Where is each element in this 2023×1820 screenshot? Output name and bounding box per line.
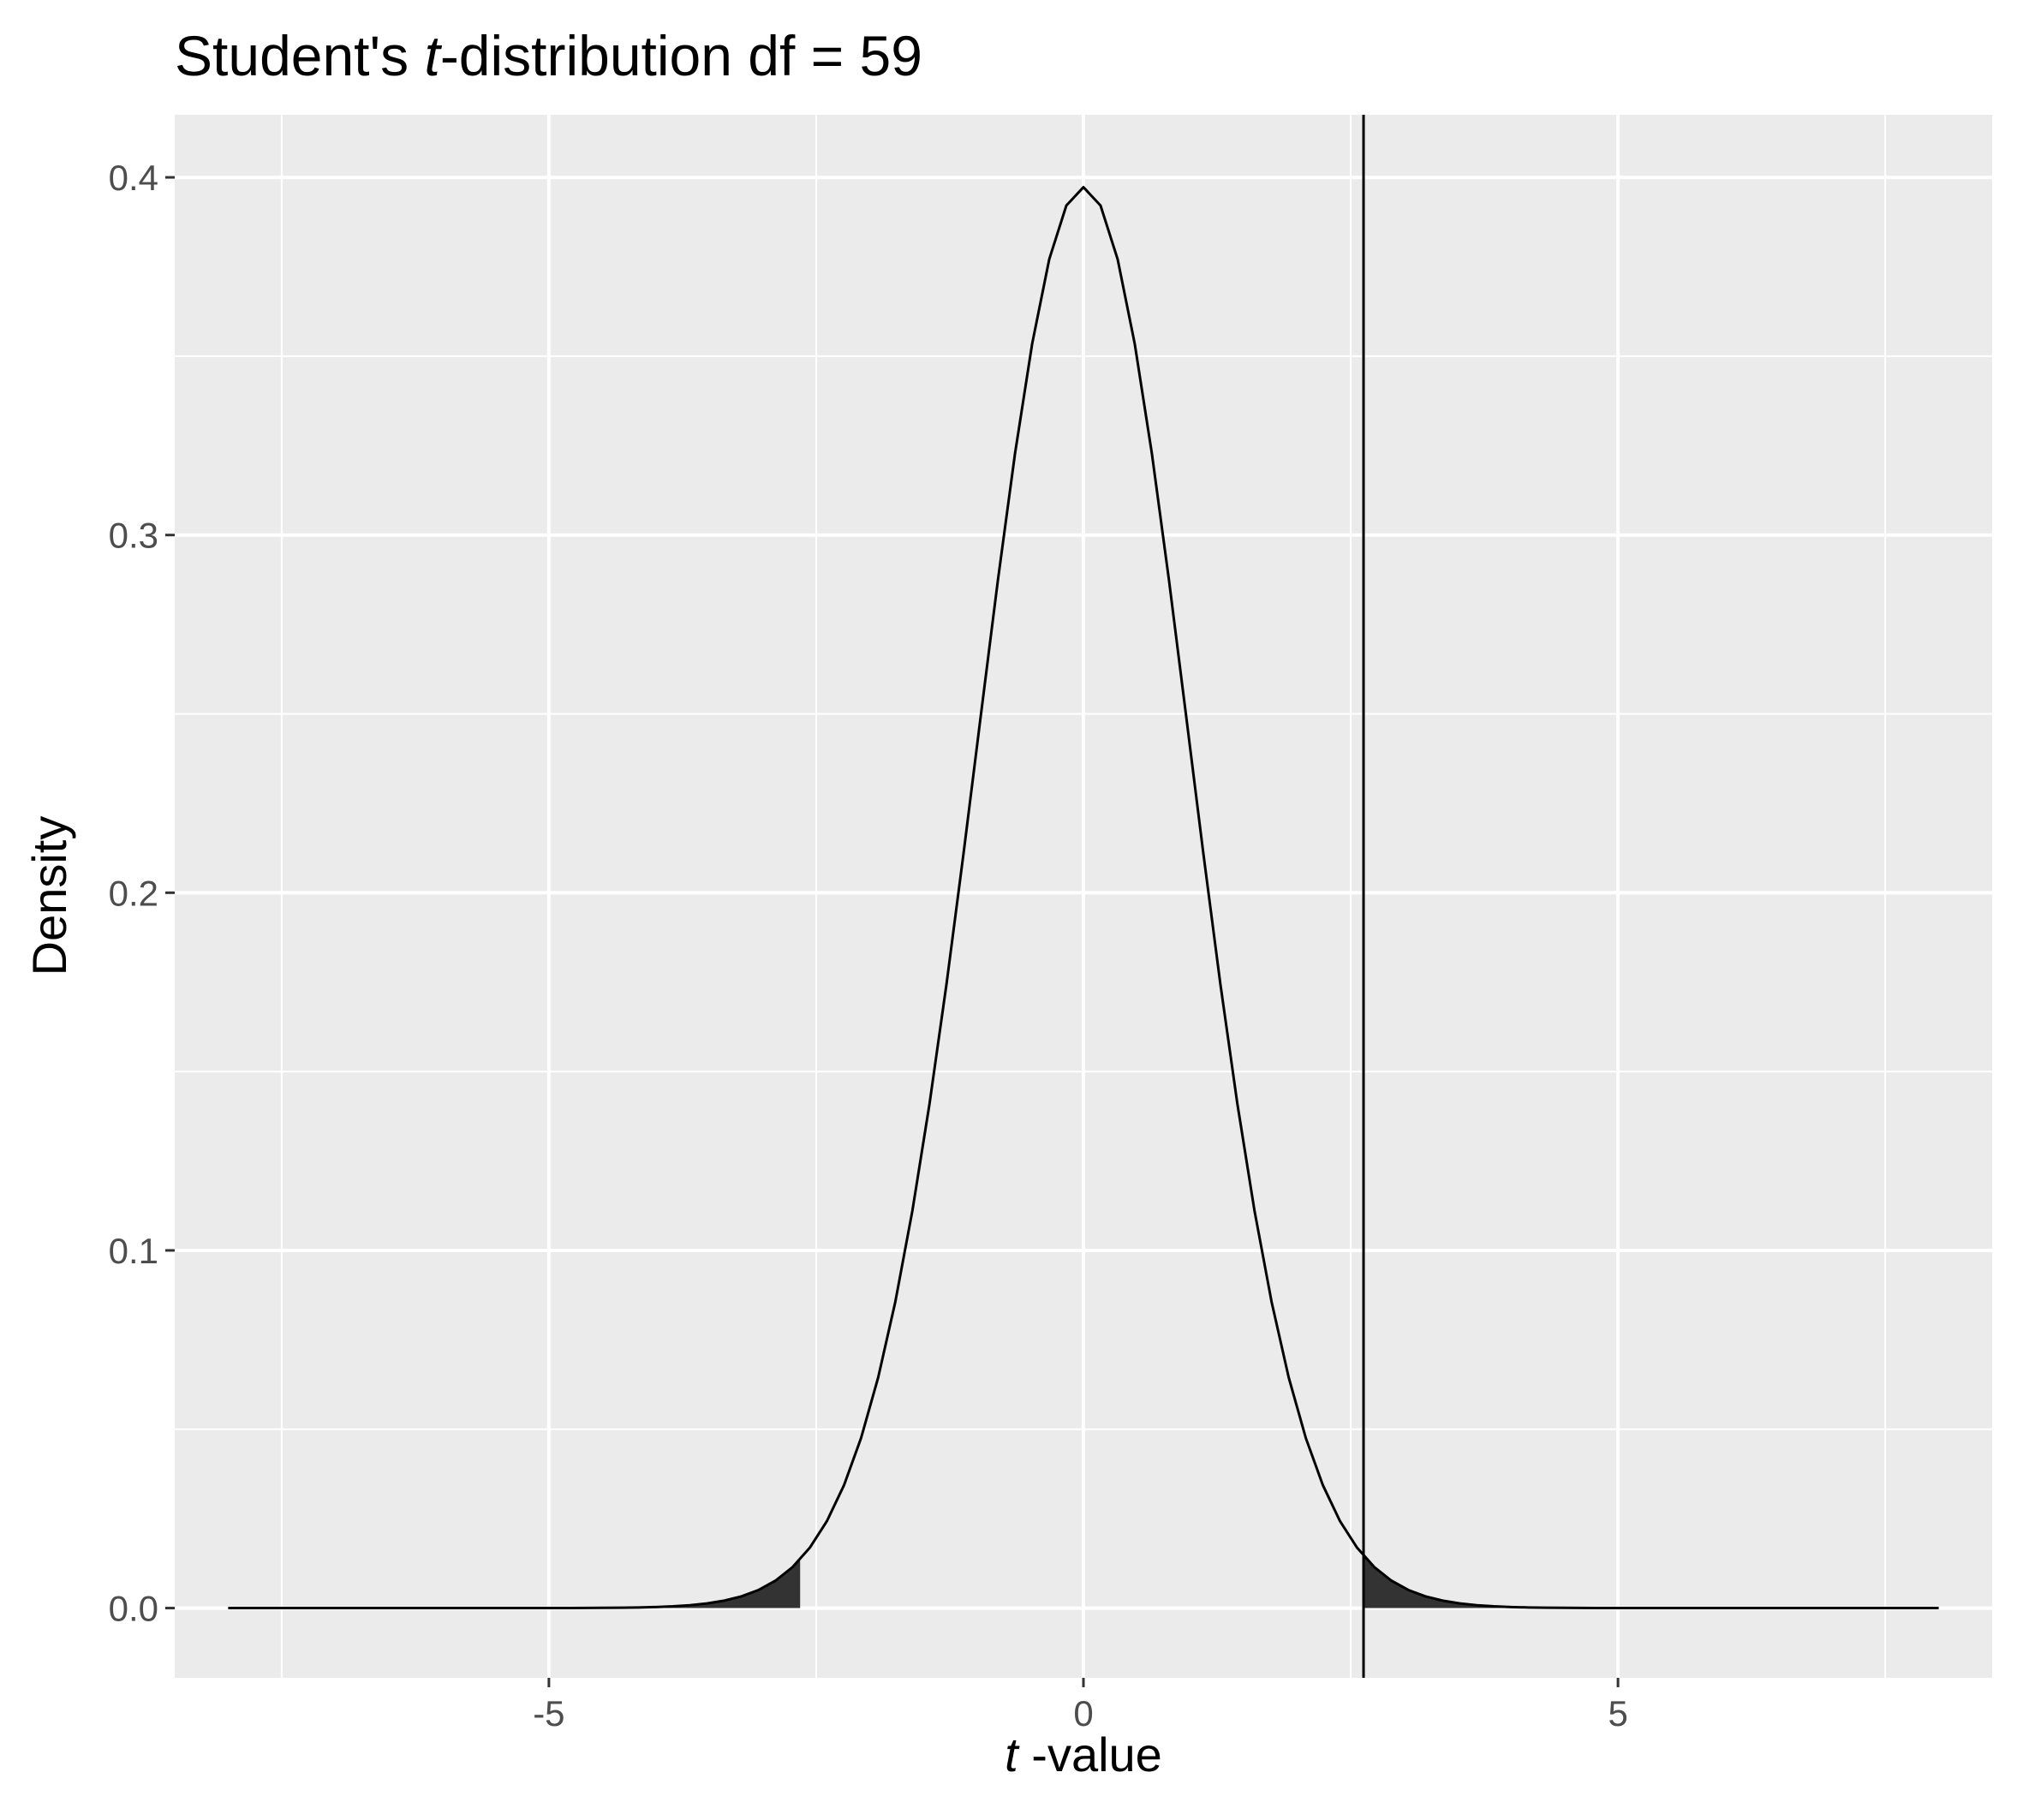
x-axis-title-italic: t — [1005, 1728, 1020, 1781]
upper-tail-shade — [1364, 1555, 1939, 1608]
density-curve — [228, 186, 1939, 1610]
chart-title: Student's t-distribution df = 59 — [175, 24, 922, 87]
y-tick-label-3: 0.3 — [109, 516, 158, 556]
y-tick-label-1: 0.1 — [109, 1231, 158, 1271]
chart-title-suffix: -distribution df = 59 — [440, 24, 922, 87]
x-tick-label-2: 5 — [1608, 1693, 1627, 1733]
x-axis: -5 0 5 — [533, 1678, 1628, 1733]
density-curve-layer — [228, 186, 1939, 1610]
y-axis-title: Density — [22, 816, 76, 976]
lower-tail-shade — [228, 1559, 801, 1608]
x-tick-label-0: -5 — [533, 1693, 564, 1733]
chart-title-italic: t — [424, 24, 442, 87]
x-axis-title-suffix: -value — [1018, 1728, 1162, 1781]
y-tick-label-0: 0.0 — [109, 1589, 158, 1629]
y-tick-label-2: 0.2 — [109, 873, 158, 913]
x-tick-label-1: 0 — [1073, 1693, 1093, 1733]
x-axis-title: t -value — [1005, 1728, 1162, 1781]
y-axis: 0.0 0.1 0.2 0.3 0.4 — [109, 158, 175, 1629]
shaded-tail-areas — [228, 1555, 1939, 1608]
y-tick-label-4: 0.4 — [109, 158, 158, 198]
chart-title-prefix: Student's — [175, 24, 424, 87]
